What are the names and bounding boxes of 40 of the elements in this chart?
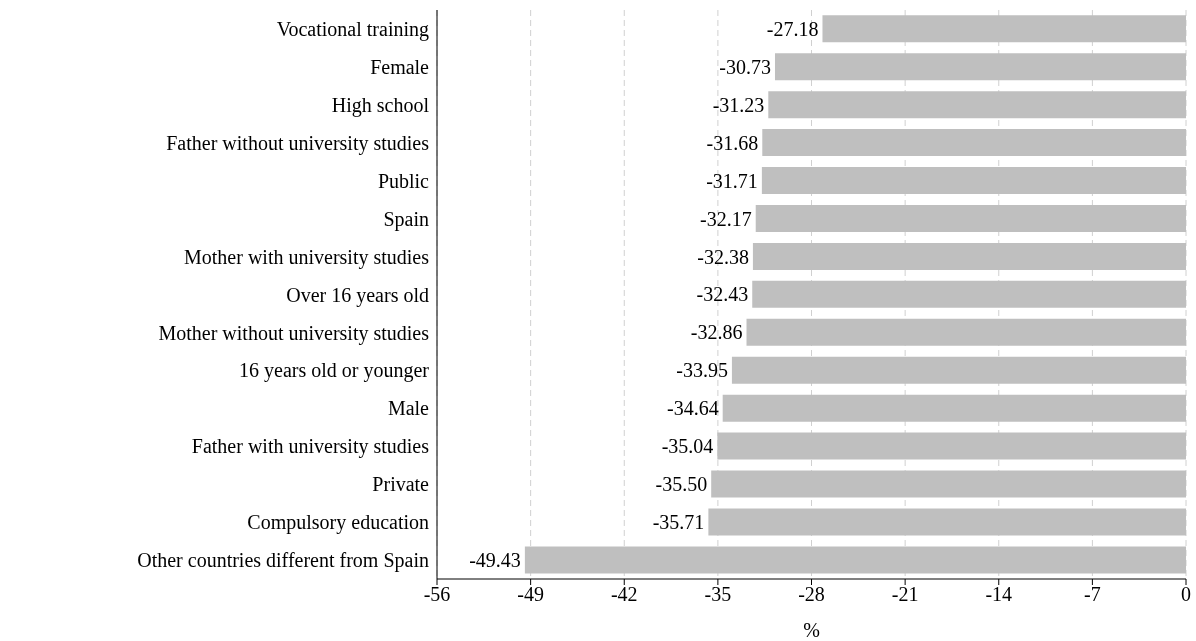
data-label: -31.71 [706, 169, 758, 192]
y-tick-label: High school [331, 93, 430, 117]
y-tick-label: Female [370, 56, 430, 78]
data-label: -34.64 [667, 397, 719, 420]
data-label: -27.18 [766, 17, 819, 40]
data-label: -35.04 [661, 435, 714, 458]
y-tick-label: Other countries different from Spain [137, 549, 429, 573]
x-tick-label: -49 [517, 583, 544, 606]
y-tick-label: 16 years old or younger [239, 359, 430, 383]
y-tick-label: Father without university studies [166, 131, 430, 155]
y-tick-label: Private [372, 473, 430, 496]
x-tick-label: -42 [610, 583, 638, 606]
x-axis-title: % [803, 619, 820, 641]
y-tick-label: Vocational training [276, 18, 429, 42]
x-tick-label: -7 [1084, 583, 1101, 606]
data-label: -30.73 [719, 55, 771, 78]
data-label: -32.38 [697, 245, 749, 268]
data-label: -35.71 [652, 511, 705, 534]
y-tick-label: Compulsory education [247, 511, 429, 535]
x-tick-label: 0 [1181, 583, 1191, 606]
y-tick-label: Male [387, 397, 430, 420]
data-label: -49.43 [469, 548, 521, 571]
x-tick-label: -21 [891, 583, 919, 606]
x-tick-label: -35 [704, 583, 732, 606]
data-label: -31.68 [706, 131, 759, 154]
y-tick-label: Public [377, 169, 430, 192]
y-tick-label: Over 16 years old [286, 283, 429, 307]
data-label: -35.50 [655, 473, 708, 496]
x-tick-label: -28 [798, 583, 825, 606]
x-tick-label: -56 [423, 583, 451, 606]
data-label: -32.17 [700, 207, 752, 230]
data-label: -31.23 [712, 93, 765, 116]
y-tick-label: Mother with university studies [184, 245, 430, 269]
data-label: -32.43 [696, 283, 749, 306]
data-label: -32.86 [690, 321, 743, 344]
x-tick-label: -14 [985, 583, 1013, 606]
y-tick-label: Mother without university studies [158, 321, 430, 345]
data-label: -33.95 [676, 359, 728, 382]
y-tick-label: Father with university studies [191, 435, 430, 459]
y-tick-label: Spain [383, 207, 429, 231]
